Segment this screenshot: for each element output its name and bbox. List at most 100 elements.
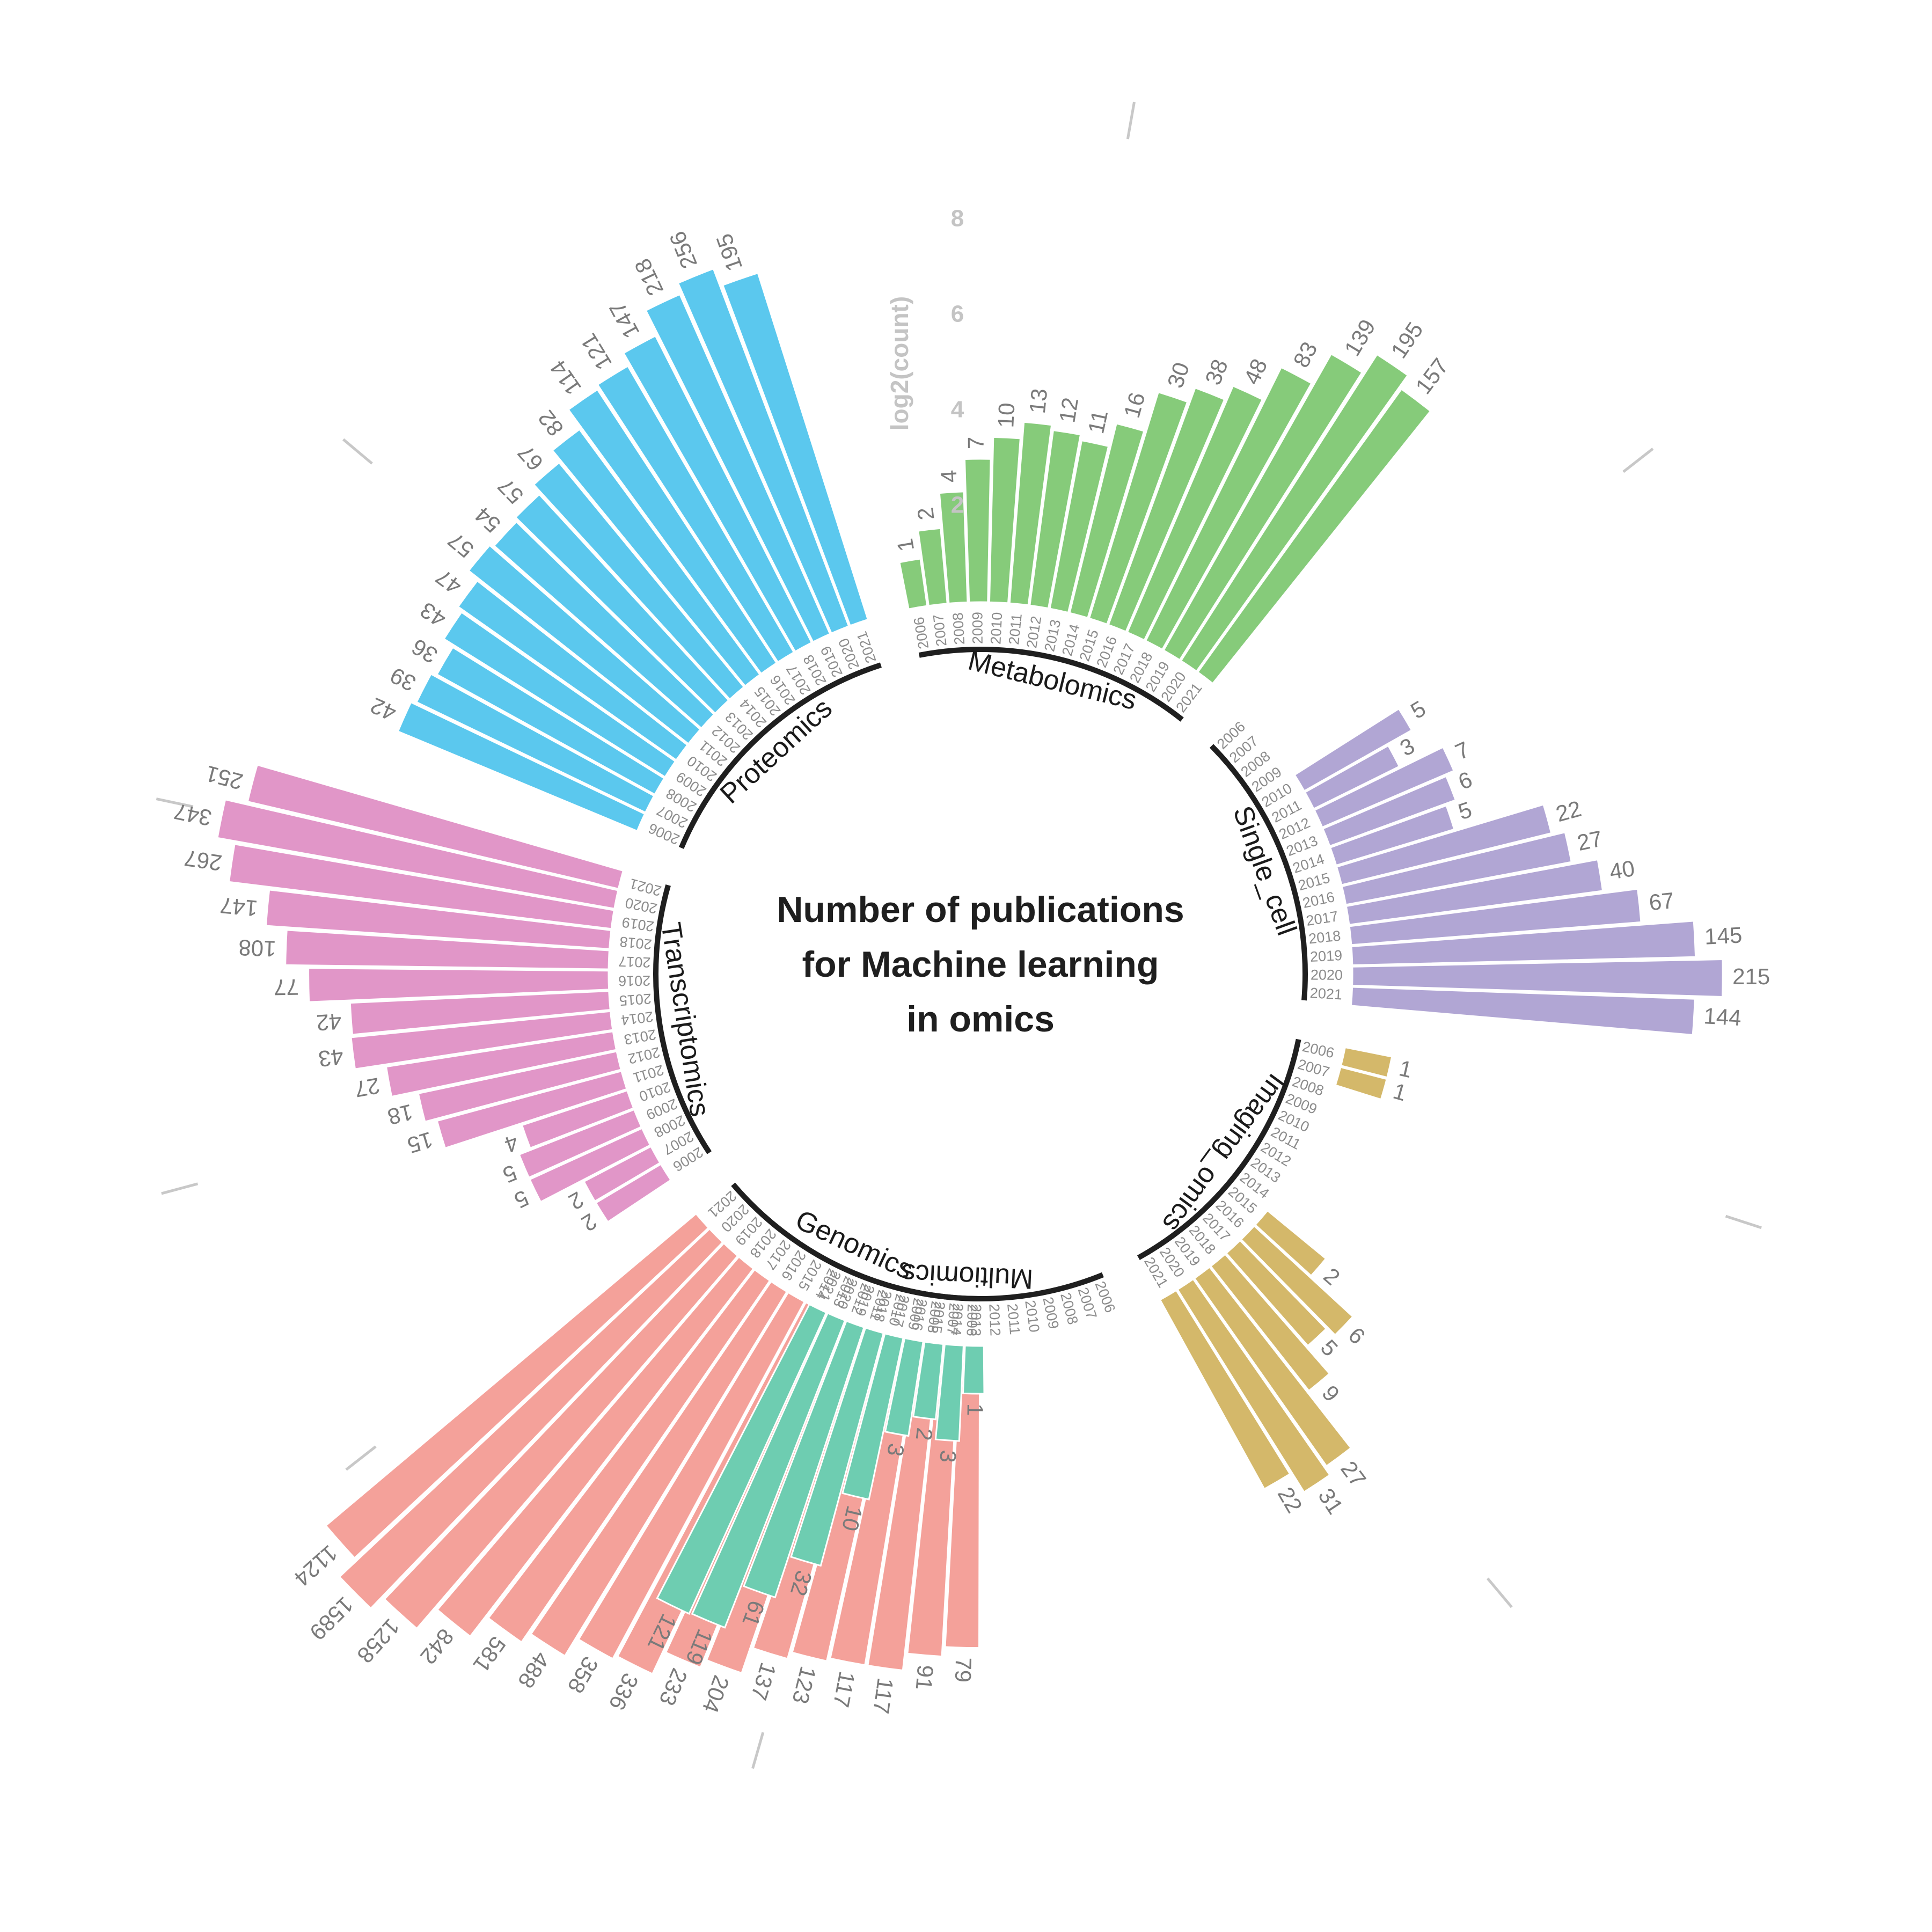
bar-metabolomics-2006 (898, 558, 928, 610)
value-label-genomics-2016: 488 (513, 1648, 554, 1693)
year-tick-label: 2013 (968, 1304, 984, 1337)
value-label-imaging-omics-2015: 2 (1319, 1263, 1345, 1290)
bar-transcriptomics-2017 (284, 929, 610, 970)
year-tick-label: 2006 (911, 616, 932, 650)
year-tick-label: 2009 (969, 612, 985, 644)
value-label-proteomics-2012: 54 (470, 502, 505, 538)
bar-genomics-2015 (577, 1291, 806, 1660)
value-label-transcriptomics-2020: 347 (172, 799, 214, 831)
bar-genomics-2017 (487, 1268, 771, 1644)
bar-proteomics-2009 (443, 611, 677, 778)
outer-dash-mark (161, 1182, 199, 1195)
outer-dash-marks (156, 101, 1762, 1769)
value-label-transcriptomics-2021: 251 (203, 761, 246, 795)
value-label-multiomics-2017: 10 (837, 1503, 868, 1533)
bar-single-cell-2018 (1348, 888, 1642, 946)
bar-single-cell-2017 (1345, 858, 1604, 926)
group-arc-transcriptomics (653, 884, 712, 1154)
bar-proteomics-2021 (721, 272, 869, 627)
bar-metabolomics-2018 (1144, 366, 1313, 651)
value-label-metabolomics-2016: 38 (1200, 356, 1233, 389)
value-label-proteomics-2019: 218 (630, 255, 668, 299)
year-tick-label: 2017 (618, 953, 651, 970)
value-label-imaging-omics-2016: 6 (1343, 1322, 1370, 1349)
bar-transcriptomics-2011 (436, 1070, 628, 1150)
year-tick-label: 2013 (623, 1026, 657, 1048)
y-axis-tick-label: 2 (951, 492, 964, 518)
bar-proteomics-2011 (467, 544, 702, 745)
value-label-metabolomics-2013: 11 (1083, 408, 1113, 436)
value-label-genomics-2008: 117 (868, 1677, 898, 1716)
y-axis-tick-label: 4 (951, 397, 964, 423)
bar-single-cell-2016 (1341, 831, 1572, 906)
bar-imaging-omics-2019 (1193, 1265, 1352, 1467)
value-label-single-cell-2014: 5 (1455, 796, 1475, 824)
value-label-proteomics-2011: 57 (443, 528, 479, 563)
outer-dash-mark (751, 1732, 765, 1769)
bar-metabolomics-2013 (1049, 439, 1110, 614)
year-tick-label: 2006 (963, 1304, 980, 1336)
bar-metabolomics-2012 (1029, 429, 1082, 610)
value-label-proteomics-2009: 43 (415, 597, 450, 632)
bar-genomics-2016 (530, 1280, 788, 1657)
value-label-metabolomics-2006: 1 (892, 537, 919, 553)
value-label-transcriptomics-2015: 42 (316, 1009, 342, 1036)
bar-proteomics-2013 (514, 493, 730, 715)
value-label-imaging-omics-2020: 31 (1313, 1484, 1348, 1519)
outer-dash-mark (342, 438, 373, 465)
value-label-metabolomics-2019: 139 (1340, 315, 1380, 360)
year-tick-label: 2016 (618, 972, 651, 989)
value-label-imaging-omics-2018: 9 (1317, 1380, 1344, 1406)
value-label-proteomics-2007: 39 (386, 663, 420, 697)
value-label-transcriptomics-2010: 4 (501, 1130, 522, 1158)
year-tick-label: 2018 (1308, 927, 1342, 947)
group-arc-multiomics (831, 1260, 1104, 1301)
bar-metabolomics-2019 (1162, 353, 1364, 661)
bar-transcriptomics-2015 (349, 990, 611, 1036)
group-label-multiomics: Multiomics (901, 1257, 1034, 1294)
value-label-transcriptomics-2012: 18 (385, 1100, 415, 1130)
value-label-transcriptomics-2014: 43 (317, 1044, 345, 1072)
chart-title-line-1: Number of publications (777, 889, 1184, 930)
value-label-imaging-omics-2017: 5 (1316, 1335, 1343, 1361)
value-label-single-cell-2020: 215 (1732, 964, 1770, 989)
bar-proteomics-2006 (397, 701, 646, 832)
value-label-transcriptomics-2019: 267 (182, 845, 223, 876)
year-tick-label: 2015 (928, 1300, 948, 1334)
bar-transcriptomics-2006 (595, 1163, 672, 1224)
bar-metabolomics-2021 (1196, 387, 1432, 685)
bar-single-cell-2014 (1329, 804, 1455, 867)
value-label-transcriptomics-2011: 15 (405, 1127, 436, 1158)
year-tick-label: 2012 (1023, 615, 1044, 649)
year-tick-label: 2011 (1006, 613, 1025, 646)
value-label-single-cell-2019: 145 (1704, 922, 1743, 949)
bar-single-cell-2010 (1293, 707, 1413, 792)
value-label-genomics-2007: 91 (911, 1664, 939, 1691)
bar-multiomics-2021 (656, 1303, 828, 1615)
year-tick-label: 2007 (930, 613, 950, 647)
year-tick-label: 2008 (950, 612, 968, 645)
y-axis-tick-label: 6 (951, 301, 964, 327)
value-label-transcriptomics-2009: 5 (499, 1160, 521, 1188)
value-label-metabolomics-2009: 7 (963, 437, 989, 450)
year-tick-label: 2009 (1040, 1296, 1062, 1330)
bar-imaging-omics-2018 (1209, 1253, 1331, 1392)
bar-imaging-omics-2016 (1240, 1225, 1355, 1336)
bar-imaging-omics-2021 (1159, 1289, 1291, 1490)
value-label-single-cell-2018: 67 (1648, 888, 1675, 916)
value-label-transcriptomics-2007: 2 (565, 1187, 588, 1214)
value-label-transcriptomics-2018: 147 (219, 892, 259, 921)
value-label-metabolomics-2007: 2 (912, 506, 939, 522)
value-label-metabolomics-2012: 12 (1054, 396, 1083, 425)
year-tick-label: 2019 (1309, 947, 1342, 965)
bar-metabolomics-2009 (963, 458, 992, 603)
bar-single-cell-2012 (1313, 746, 1455, 829)
value-label-proteomics-2010: 47 (431, 564, 466, 599)
bar-multiomics-2020 (691, 1312, 846, 1629)
bar-genomics-2021 (325, 1212, 710, 1560)
bar-imaging-omics-2020 (1176, 1278, 1331, 1494)
value-label-multiomics-2015: 2 (911, 1426, 938, 1442)
value-label-metabolomics-2011: 13 (1024, 387, 1052, 415)
value-label-genomics-2009: 117 (828, 1670, 860, 1710)
value-label-metabolomics-2014: 16 (1119, 390, 1150, 420)
